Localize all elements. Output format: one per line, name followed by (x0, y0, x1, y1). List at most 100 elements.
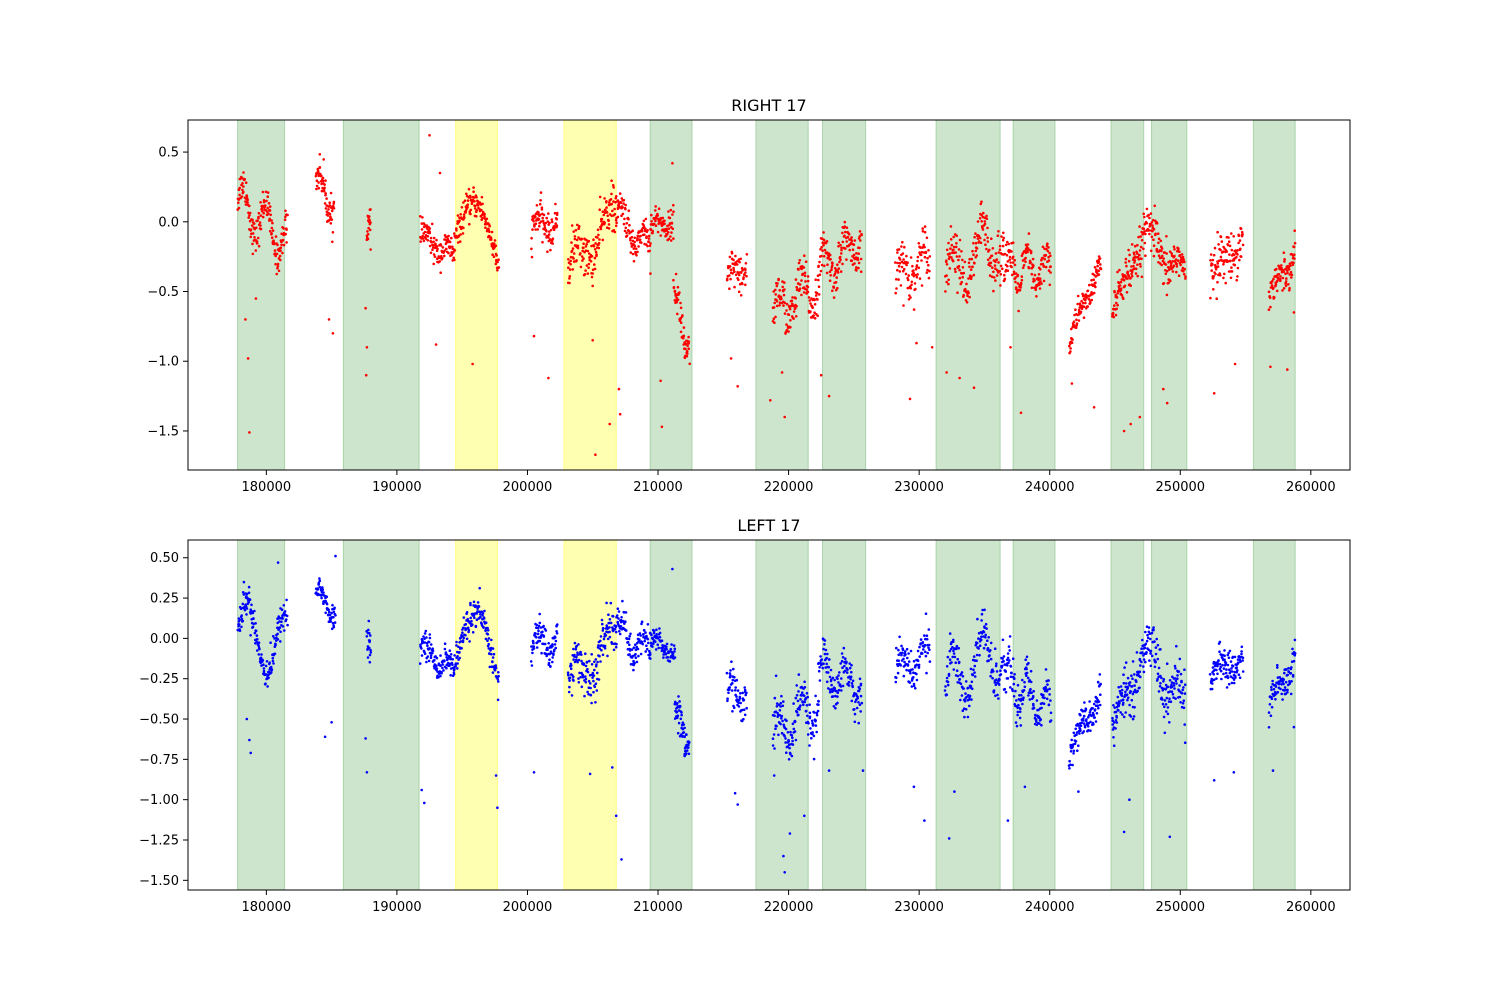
data-point (1116, 303, 1119, 307)
data-point (1078, 732, 1081, 735)
data-point (1036, 276, 1040, 280)
data-point (544, 629, 548, 632)
data-point (988, 248, 991, 252)
data-point (483, 609, 486, 613)
data-point (529, 660, 533, 663)
data-point (282, 227, 285, 230)
data-point (1223, 658, 1226, 661)
data-point (976, 617, 979, 621)
data-point (285, 228, 288, 231)
data-point (280, 608, 284, 611)
data-point (1025, 671, 1029, 675)
data-point (580, 237, 584, 241)
data-point (271, 656, 275, 660)
data-point (837, 267, 841, 270)
data-point (808, 711, 812, 715)
data-point (1112, 704, 1115, 707)
data-point (369, 651, 373, 654)
data-point (255, 649, 259, 652)
data-point (1099, 682, 1102, 686)
data-point (840, 246, 843, 250)
data-point (1047, 255, 1050, 259)
data-point (366, 237, 370, 241)
data-point (780, 371, 784, 374)
data-point (586, 670, 590, 674)
data-point (984, 633, 987, 637)
data-point (324, 192, 328, 195)
data-point (606, 654, 609, 658)
data-point (429, 236, 433, 240)
data-point (530, 664, 534, 667)
data-point (922, 243, 925, 247)
data-point (843, 664, 846, 668)
data-point (830, 688, 834, 691)
data-point (614, 630, 618, 634)
data-point (589, 686, 592, 690)
data-point (456, 667, 459, 670)
data-point (951, 646, 954, 649)
data-point (1009, 675, 1013, 679)
data-point (475, 195, 478, 199)
data-point (1024, 256, 1027, 260)
data-point (857, 237, 861, 240)
data-point (1155, 247, 1159, 251)
data-point (1156, 643, 1160, 647)
data-point (432, 236, 436, 240)
data-point (964, 692, 967, 695)
data-point (845, 240, 848, 243)
data-point (634, 648, 638, 652)
data-point (657, 207, 661, 210)
data-point (1097, 700, 1101, 703)
data-point (1229, 276, 1233, 280)
data-point (1002, 236, 1005, 240)
data-point (1074, 727, 1077, 731)
data-point (841, 231, 844, 235)
data-point (369, 208, 372, 211)
data-point (838, 671, 841, 674)
data-point (634, 247, 638, 251)
data-point (649, 641, 653, 645)
data-point (1178, 684, 1181, 687)
data-point (1287, 666, 1290, 670)
data-point (915, 672, 918, 676)
shaded-region (342, 119, 420, 471)
data-point (902, 657, 905, 661)
data-point (827, 665, 831, 669)
data-point (1174, 679, 1178, 683)
data-point (578, 671, 581, 675)
data-point (577, 681, 581, 684)
data-point (591, 284, 594, 288)
data-point (1150, 235, 1154, 239)
data-point (662, 656, 665, 659)
data-point (1170, 261, 1173, 265)
data-point (458, 651, 461, 654)
data-point (970, 687, 974, 690)
data-point (845, 258, 848, 261)
data-point (923, 230, 927, 234)
data-point (654, 640, 657, 643)
data-point (282, 243, 286, 247)
data-point (1231, 664, 1235, 668)
data-point (582, 242, 585, 245)
data-point (612, 648, 616, 652)
data-point (999, 284, 1002, 287)
data-point (809, 302, 812, 305)
data-point (1232, 678, 1236, 681)
data-point (1162, 715, 1166, 719)
data-point (419, 643, 422, 647)
x-tick-label: 180000 (242, 480, 292, 495)
data-point (1074, 308, 1077, 312)
data-point (248, 211, 252, 215)
data-point (1283, 258, 1286, 261)
data-point (943, 689, 947, 692)
data-point (977, 637, 980, 640)
data-point (1113, 304, 1116, 307)
data-point (918, 645, 921, 649)
data-point (803, 254, 806, 257)
data-point (964, 287, 967, 291)
data-point (1147, 626, 1151, 629)
data-point (853, 239, 857, 242)
data-point (429, 643, 433, 646)
data-point (267, 202, 271, 205)
data-point (435, 245, 439, 248)
